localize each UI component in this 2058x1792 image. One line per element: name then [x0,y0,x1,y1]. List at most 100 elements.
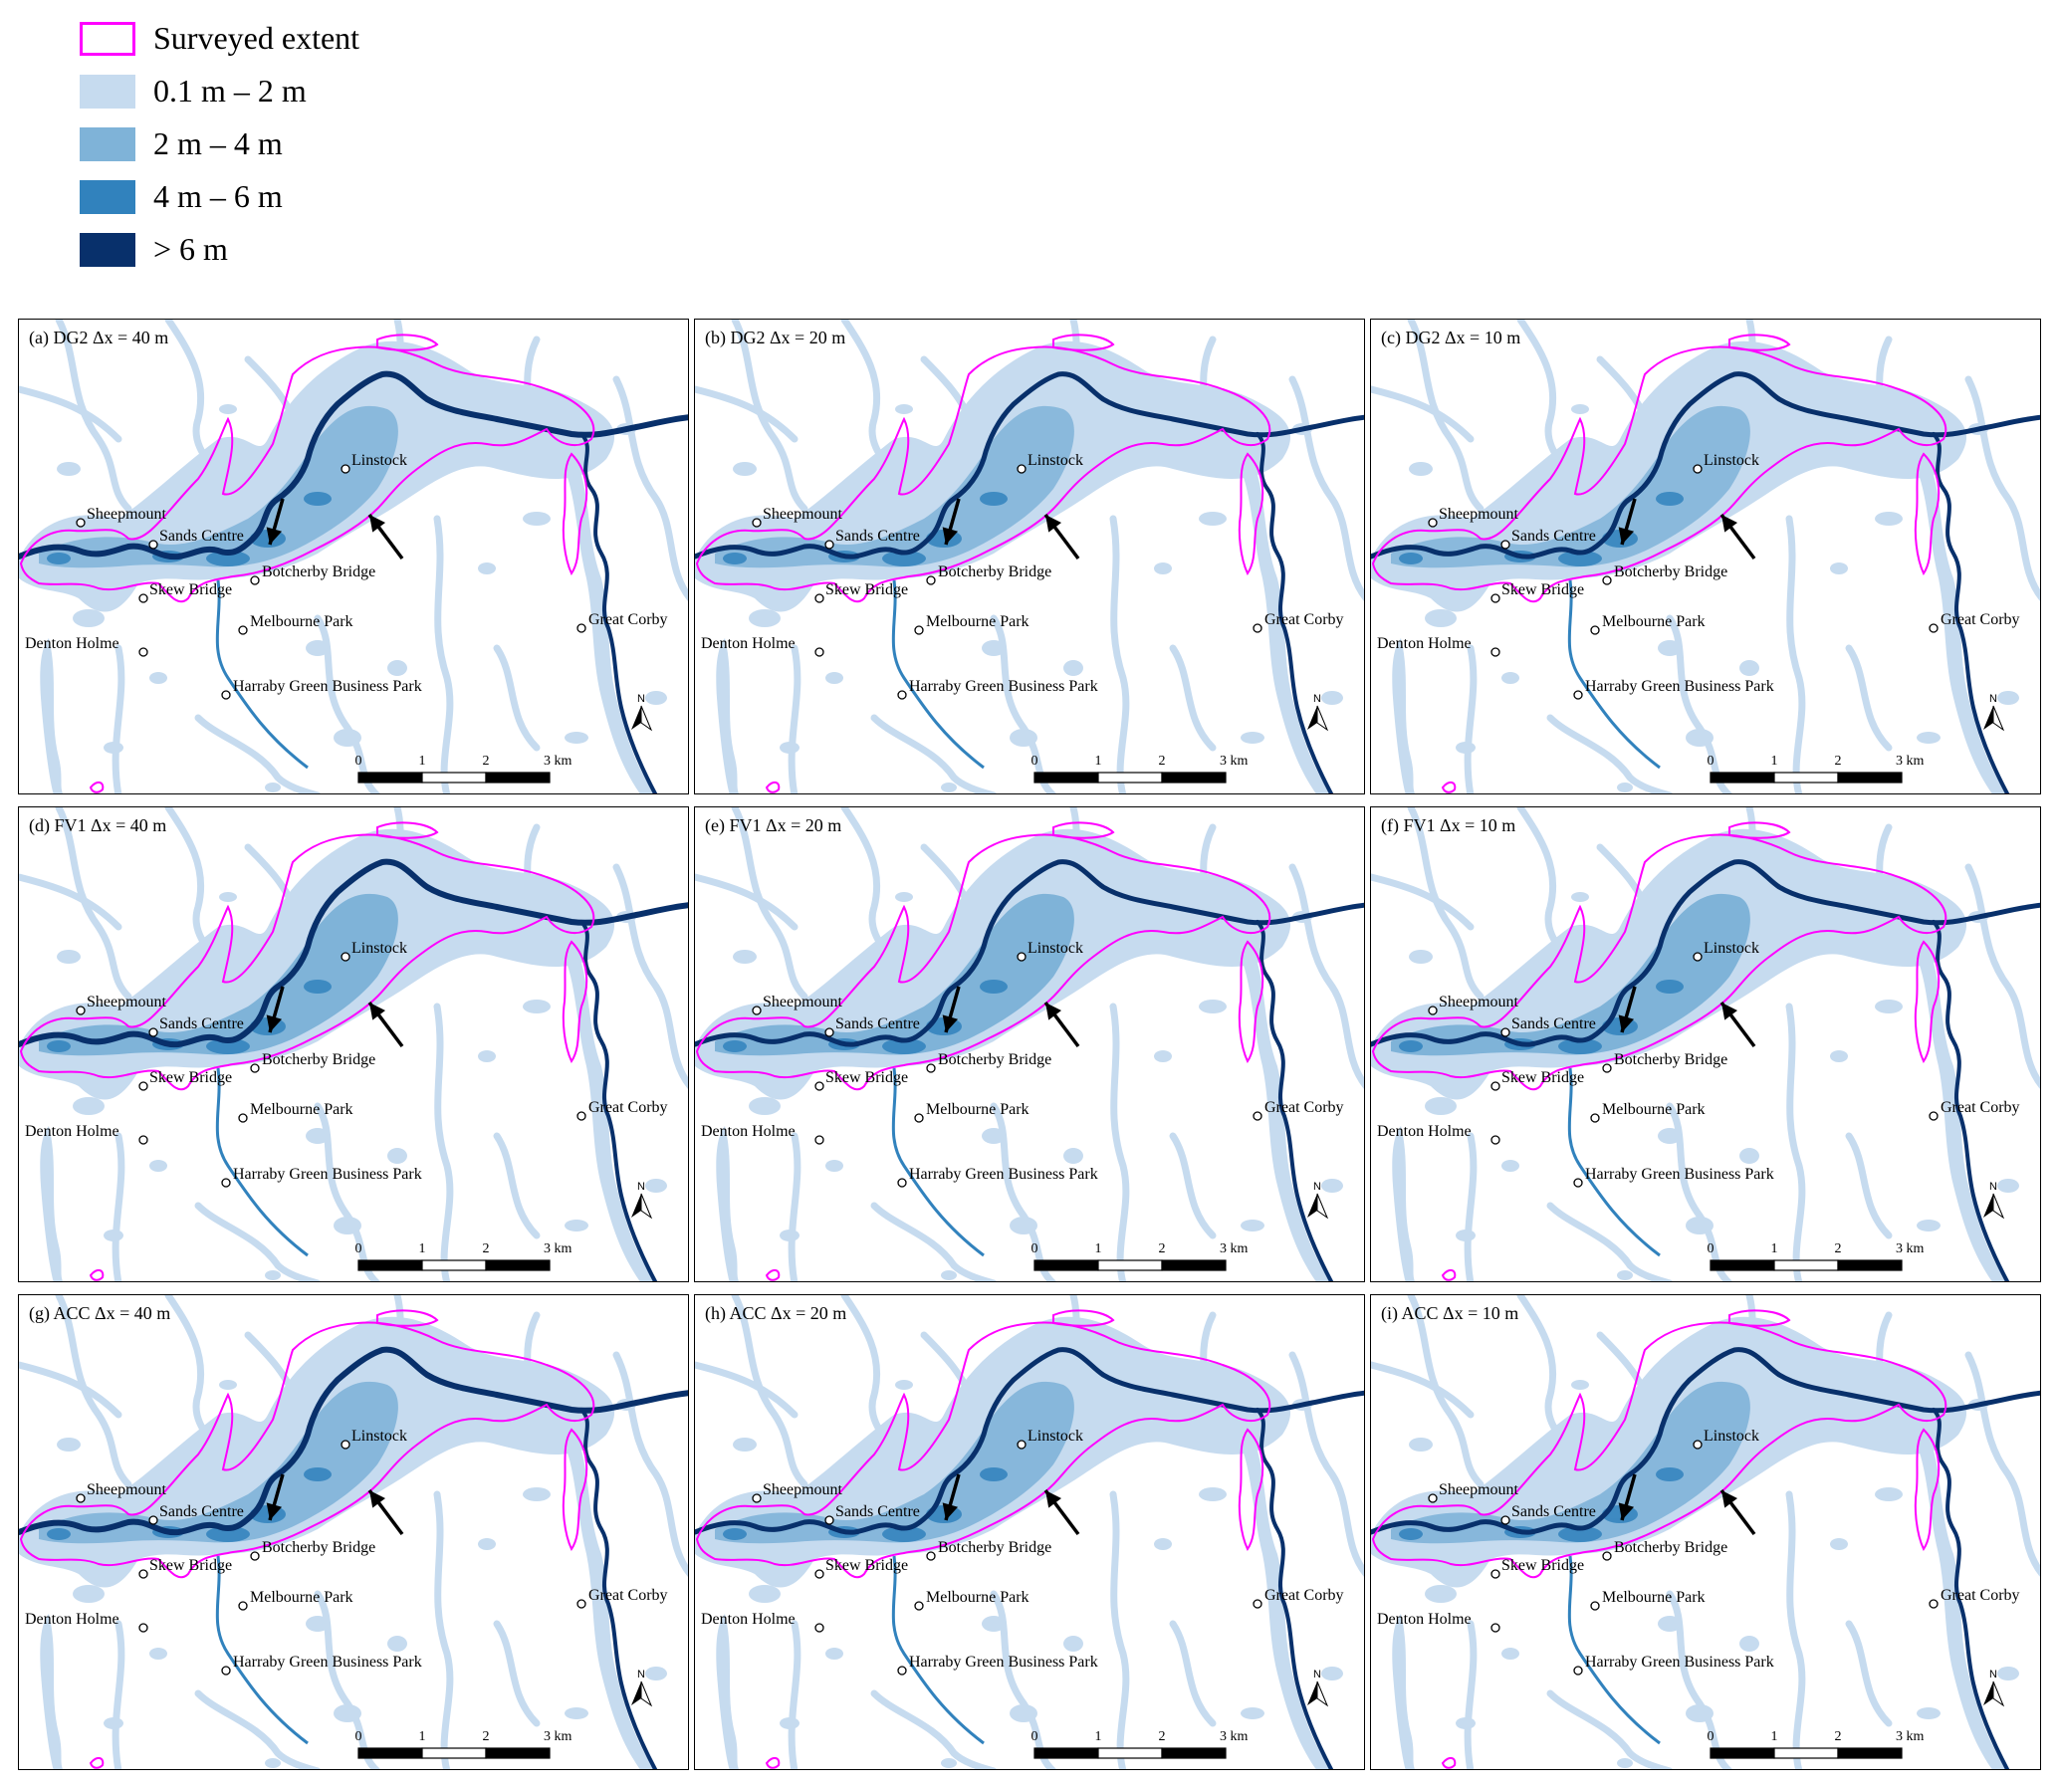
ponds [1409,403,2019,792]
place-label: Great Corby [1941,1099,2020,1116]
place-label: Sheepmount [763,506,843,523]
map-panel: Linstock Sheepmount Sands Centre Botcherby … [694,319,1365,794]
annotation-arrows [266,498,404,560]
place-marker [752,1493,762,1503]
place-marker [221,1178,231,1188]
panel-title: (g) ACC Δx = 40 m [29,1303,171,1323]
southern-tributary [1567,1555,1661,1745]
place-marker [752,1006,762,1015]
place-label: Skew Bridge [825,1557,908,1574]
place-label: Melbourne Park [250,1101,353,1118]
place-marker [1500,540,1510,550]
north-arrow-icon: N [631,1181,653,1220]
scale-tick-label: 1 [1095,754,1102,769]
place-marker [814,1569,824,1579]
place-label: Sands Centre [159,1015,244,1032]
place-marker [138,647,148,657]
flood-extent-medium [715,893,1074,1056]
main-river-channel [1371,859,2040,1047]
annotation-arrows [942,1473,1080,1536]
flood-extent-medium [715,1381,1074,1544]
main-river-channel [695,1347,1364,1535]
southern-tributary [891,1555,985,1745]
place-marker [1929,1599,1939,1609]
place-marker [148,540,158,550]
place-label: Melbourne Park [250,613,353,630]
tributary-river-channel [1256,1408,1334,1769]
place-marker [238,1601,248,1611]
place-marker [1693,464,1703,474]
place-marker [341,952,350,962]
north-arrow-icon: N [631,1669,653,1707]
legend-swatch-surveyed-extent [80,22,135,56]
place-labels: Linstock Sheepmount Sands Centre Botcherby … [701,940,1344,1188]
ponds [733,1379,1343,1768]
place-label: Melbourne Park [1602,613,1706,630]
panel-title: (c) DG2 Δx = 10 m [1381,328,1521,347]
scale-bar: 0 1 2 3 km [355,1241,572,1271]
place-label: Denton Holme [25,1611,119,1628]
scale-tick-label: 1 [1771,1241,1778,1256]
place-marker [250,1551,260,1561]
place-label: Melbourne Park [250,1589,353,1606]
place-label: Sands Centre [1511,1503,1596,1520]
map-panel: Linstock Sheepmount Sands Centre Botcherby … [694,806,1365,1282]
place-label: Skew Bridge [1501,1069,1584,1086]
place-label: Sheepmount [1439,994,1519,1010]
southern-tributary [1567,1067,1661,1257]
place-label: Botcherby Bridge [262,1051,375,1068]
place-marker [148,1027,158,1037]
place-marker [1590,1601,1600,1611]
place-labels: Linstock Sheepmount Sands Centre Botcherby … [25,1428,668,1676]
tributary-river-channel [579,1408,658,1769]
place-label: Skew Bridge [149,1557,232,1574]
legend-swatch-depth-0-2 [80,75,135,109]
surveyed-extent-outline [1371,1321,1947,1579]
scale-end-label: 3 km [1220,754,1249,769]
legend-label: 0.1 m – 2 m [153,73,307,109]
surveyed-extent-outline [695,1321,1271,1579]
scale-bar: 0 1 2 3 km [1031,754,1249,784]
scale-tick-label: 0 [1708,754,1715,769]
north-label: N [1313,693,1321,705]
scale-bar: 0 1 2 3 km [1708,1729,1925,1759]
place-marker [138,1081,148,1091]
place-marker [1253,1599,1262,1609]
place-marker [1573,690,1583,700]
place-label: Skew Bridge [825,1069,908,1086]
north-label: N [637,1181,645,1193]
place-label: Denton Holme [25,1123,119,1140]
place-marker [1490,593,1500,603]
place-label: Harraby Green Business Park [233,678,422,695]
scale-tick-label: 0 [1031,1241,1038,1256]
place-marker [1490,647,1500,657]
legend-item-depth-over-6: > 6 m [80,229,577,282]
place-labels: Linstock Sheepmount Sands Centre Botcherby … [1377,452,2020,700]
place-marker [76,1493,86,1503]
panel-title: (d) FV1 Δx = 40 m [29,815,167,835]
place-marker [814,1135,824,1145]
scale-end-label: 3 km [1896,754,1925,769]
place-marker [138,1135,148,1145]
place-label: Linstock [1704,1428,1759,1445]
place-label: Great Corby [1264,611,1344,628]
place-label: Sands Centre [1511,1015,1596,1032]
place-label: Botcherby Bridge [262,1539,375,1556]
legend-swatch-depth-4-6 [80,180,135,214]
scale-bar: 0 1 2 3 km [1031,1729,1249,1759]
north-arrow-icon: N [631,693,653,732]
place-label: Botcherby Bridge [938,1539,1051,1556]
scale-tick-label: 0 [1031,1729,1038,1744]
place-label: Linstock [1028,940,1083,957]
flood-extent-medium [1391,893,1750,1056]
place-marker [814,593,824,603]
scale-tick-label: 0 [1708,1241,1715,1256]
southern-tributary [891,1067,985,1257]
place-marker [814,1623,824,1633]
place-marker [1428,1006,1438,1015]
place-label: Skew Bridge [149,581,232,598]
place-label: Great Corby [1264,1587,1344,1604]
southern-tributary [1567,579,1661,770]
place-label: Sheepmount [1439,506,1519,523]
flood-extent-medium [39,1381,398,1544]
